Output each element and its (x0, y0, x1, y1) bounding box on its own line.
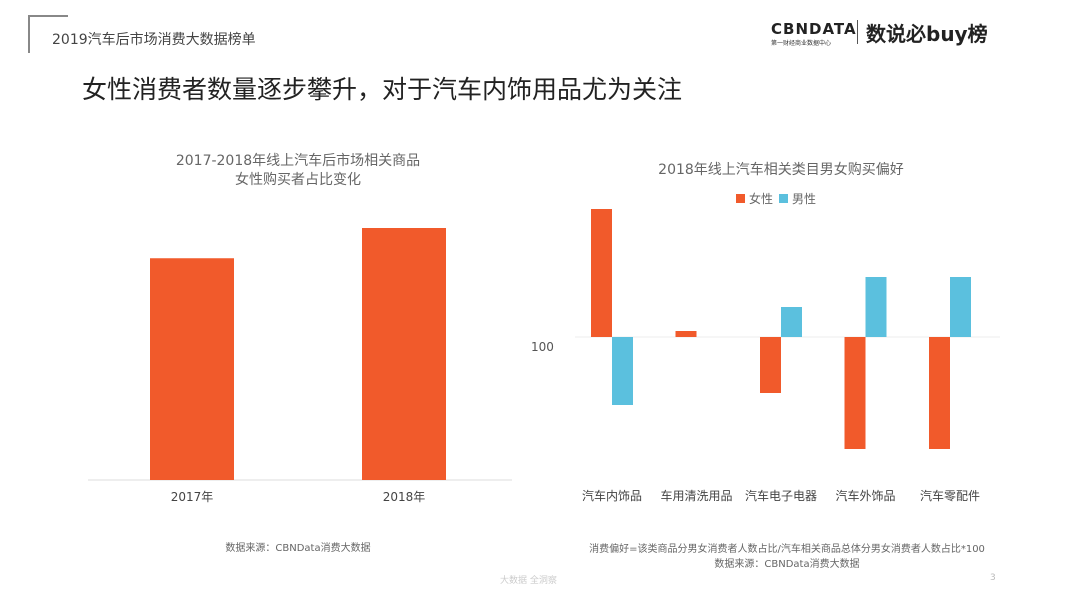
bar-女性-车用清洗用品 (675, 331, 697, 337)
bar-女性-汽车零配件 (929, 337, 950, 449)
source-note: 数据来源：CBNData消费大数据 (225, 541, 370, 554)
legend-swatch-male (779, 194, 788, 203)
formula-note: 消费偏好=该类商品分男女消费者人数占比/汽车相关商品总体分男女消费者人数占比*1… (589, 542, 985, 555)
source-note: 数据来源：CBNData消费大数据 (714, 557, 859, 570)
cbndata-logo: CBNDATA 第一财经商业数据中心 (771, 20, 857, 47)
logo-subtitle: 第一财经商业数据中心 (771, 40, 832, 47)
x-tick-label: 汽车外饰品 (835, 488, 895, 503)
bar-男性-汽车内饰品 (612, 337, 633, 405)
x-tick-label: 汽车零配件 (920, 488, 980, 503)
baseline-label: 100 (531, 340, 554, 354)
page-headline: 女性消费者数量逐步攀升，对于汽车内饰用品尤为关注 (82, 75, 683, 104)
chart-title-line: 2017-2018年线上汽车后市场相关商品 (176, 152, 420, 169)
logo-text: CBNDATA (771, 20, 857, 38)
footer-watermark: 大数据 全洞察 (500, 576, 557, 586)
bar-女性-汽车内饰品 (591, 209, 612, 337)
bar-男性-汽车零配件 (950, 277, 971, 337)
bar-女性-汽车外饰品 (844, 337, 866, 449)
bar-2017年 (150, 258, 234, 480)
chart-title: 2018年线上汽车相关类目男女购买偏好 (658, 161, 904, 178)
bar-男性-汽车电子电器 (781, 307, 802, 337)
x-tick-label: 车用清洗用品 (660, 488, 732, 503)
bar-女性-汽车电子电器 (760, 337, 781, 393)
legend-label-female: 女性 (749, 191, 773, 206)
bar-男性-汽车外饰品 (865, 277, 887, 337)
legend-label-male: 男性 (792, 192, 816, 206)
page-number: 3 (990, 573, 996, 583)
x-tick-label: 2018年 (383, 490, 426, 504)
chart-title-line: 女性购买者占比变化 (235, 171, 361, 188)
x-tick-label: 2017年 (171, 490, 214, 504)
logo-divider (857, 20, 858, 44)
x-tick-label: 汽车电子电器 (745, 488, 817, 503)
corner-decoration (28, 15, 68, 53)
legend-swatch-female (736, 194, 745, 203)
series-title: 2019汽车后市场消费大数据榜单 (52, 32, 256, 48)
x-tick-label: 汽车内饰品 (582, 488, 642, 503)
shuoshuo-buy-logo: 数说必buy榜 (866, 22, 988, 46)
bar-2018年 (362, 228, 446, 480)
